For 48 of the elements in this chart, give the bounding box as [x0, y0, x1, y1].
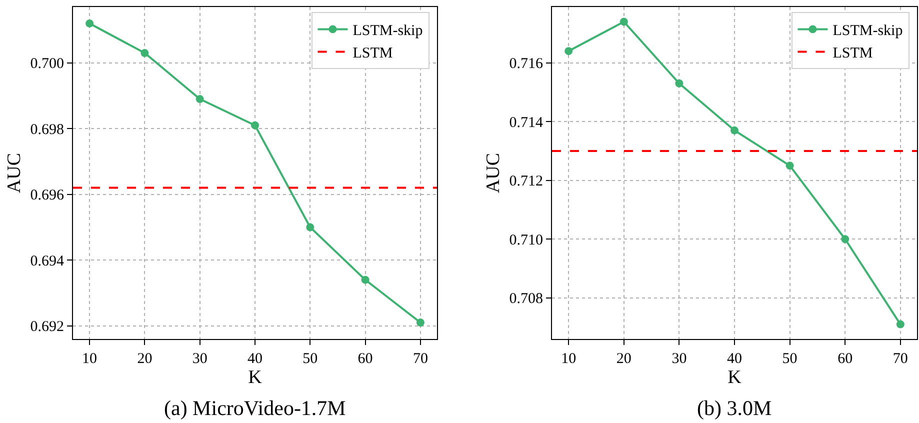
point [841, 235, 850, 244]
text: (a) MicroVideo-1.7M [164, 396, 346, 420]
x-tick-label: 30 [672, 351, 687, 367]
x-tick-label: 20 [616, 351, 632, 367]
x-tick-label: 60 [358, 351, 373, 367]
x-tick-label: 10 [561, 351, 576, 367]
y-tick-label: 0.712 [509, 174, 543, 190]
y-tick-label: 0.708 [509, 291, 543, 308]
y-tick-label: 0.692 [30, 319, 64, 336]
point [140, 49, 149, 58]
x-tick-label: 50 [782, 351, 798, 367]
text: (b) 3.0M [697, 396, 772, 420]
point [675, 79, 684, 88]
point [361, 276, 370, 284]
legend-label: LSTM [352, 46, 393, 62]
point [896, 320, 904, 328]
legend-label: LSTM [832, 46, 873, 62]
legend-label: LSTM-skip [832, 23, 903, 40]
x-tick-label: 40 [248, 351, 262, 367]
y-axis-title: AUC [483, 152, 504, 194]
x-tick-label: 70 [892, 351, 908, 367]
point [564, 47, 573, 56]
y-tick-label: 0.714 [509, 114, 544, 131]
y-tick-label: 0.698 [30, 122, 64, 138]
y-tick-label: 0.696 [30, 188, 64, 204]
x-tick-label: 60 [838, 351, 853, 367]
x-tick-label: 50 [302, 351, 318, 367]
point [86, 19, 94, 28]
point [416, 318, 424, 327]
point [306, 223, 314, 232]
y-tick-label: 0.694 [30, 253, 64, 270]
x-tick-label: 40 [727, 351, 742, 367]
x-tick-label: 30 [192, 351, 208, 367]
x-axis-title: K [248, 367, 262, 388]
x-tick-label: 20 [137, 351, 152, 367]
point [786, 162, 794, 170]
point [620, 18, 628, 26]
legend-label: LSTM-skip [352, 23, 423, 40]
y-tick-label: 0.716 [509, 56, 544, 72]
point [251, 121, 259, 130]
point [196, 95, 204, 104]
x-tick-label: 10 [82, 351, 98, 367]
y-tick-label: 0.700 [30, 56, 64, 72]
point [730, 126, 738, 134]
x-tick-label: 70 [412, 351, 428, 367]
x-axis-title: K [728, 367, 742, 388]
y-tick-label: 0.710 [509, 232, 543, 248]
y-axis-title: AUC [4, 152, 26, 194]
